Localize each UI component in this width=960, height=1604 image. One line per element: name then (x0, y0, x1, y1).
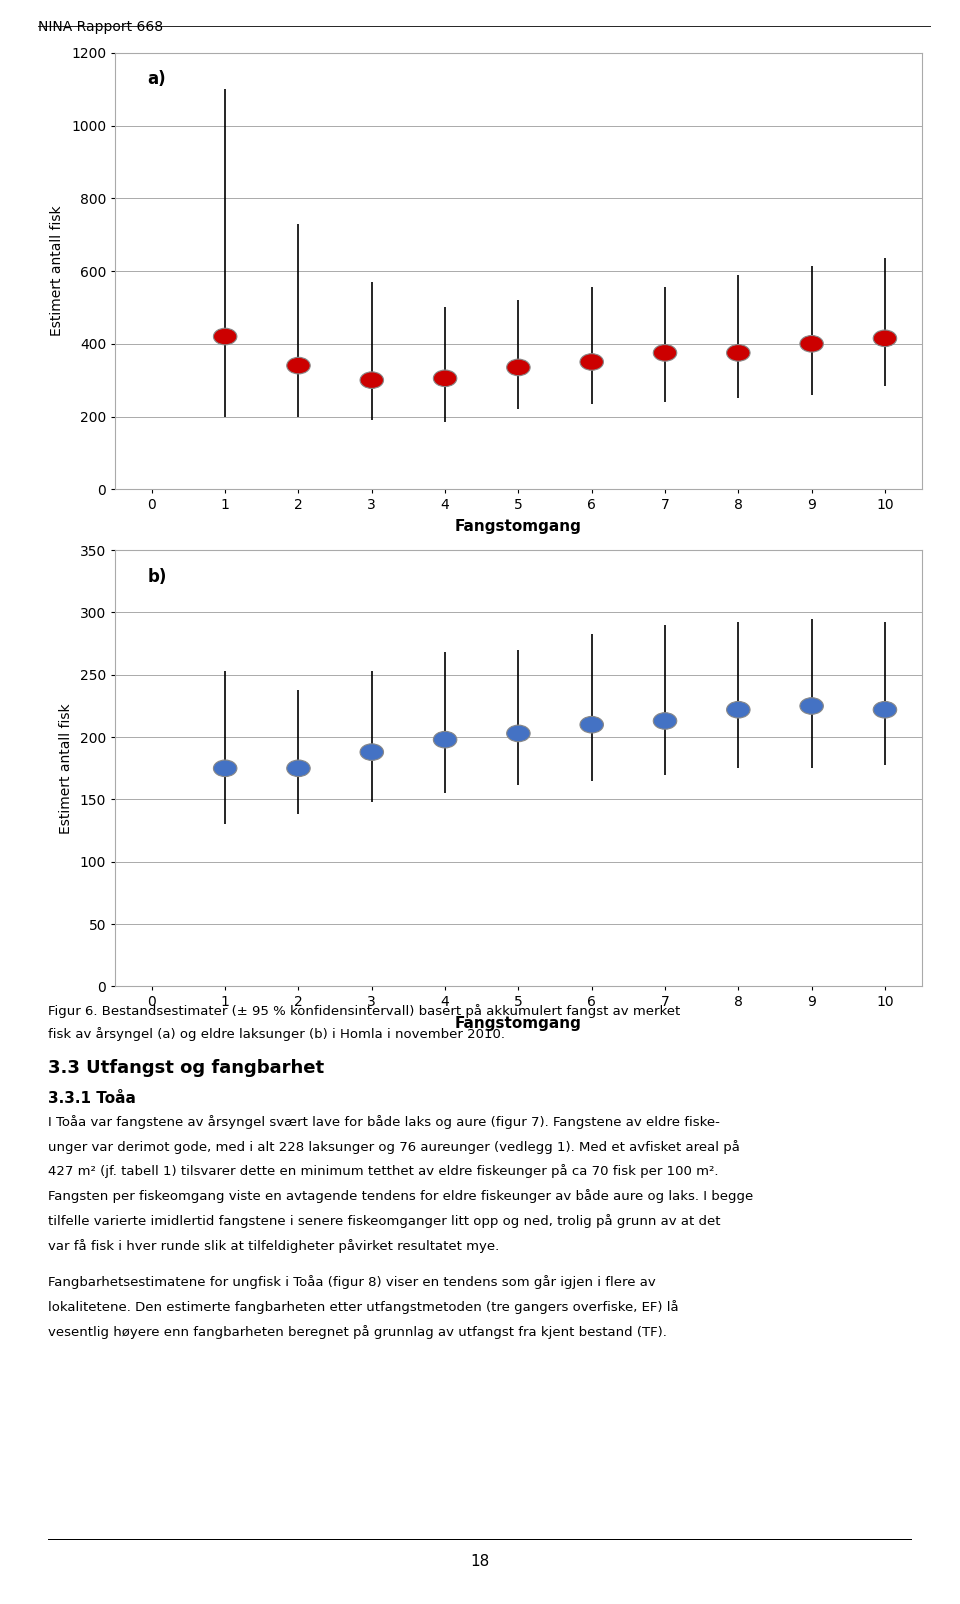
Ellipse shape (287, 358, 310, 374)
Ellipse shape (213, 329, 237, 345)
Y-axis label: Estimert antall fisk: Estimert antall fisk (50, 205, 64, 337)
Text: NINA Rapport 668: NINA Rapport 668 (38, 19, 163, 34)
Ellipse shape (433, 731, 457, 747)
Ellipse shape (287, 760, 310, 776)
Text: Figur 6. Bestandsestimater (± 95 % konfidensintervall) basert på akkumulert fang: Figur 6. Bestandsestimater (± 95 % konfi… (48, 1004, 681, 1019)
Text: Fangbarhetsestimatene for ungfisk i Toåa (figur 8) viser en tendens som går igje: Fangbarhetsestimatene for ungfisk i Toåa… (48, 1275, 656, 1290)
Text: Fangsten per fiskeomgang viste en avtagende tendens for eldre fiskeunger av både: Fangsten per fiskeomgang viste en avtage… (48, 1190, 754, 1203)
Ellipse shape (800, 335, 824, 353)
X-axis label: Fangstomgang: Fangstomgang (455, 520, 582, 534)
Text: 427 m² (jf. tabell 1) tilsvarer dette en minimum tetthet av eldre fiskeunger på : 427 m² (jf. tabell 1) tilsvarer dette en… (48, 1165, 718, 1179)
Text: tilfelle varierte imidlertid fangstene i senere fiskeomganger litt opp og ned, t: tilfelle varierte imidlertid fangstene i… (48, 1214, 721, 1229)
Ellipse shape (213, 760, 237, 776)
Text: I Toåa var fangstene av årsyngel svært lave for både laks og aure (figur 7). Fan: I Toåa var fangstene av årsyngel svært l… (48, 1115, 720, 1129)
Text: 18: 18 (470, 1554, 490, 1569)
Text: vesentlig høyere enn fangbarheten beregnet på grunnlag av utfangst fra kjent bes: vesentlig høyere enn fangbarheten beregn… (48, 1325, 667, 1339)
Ellipse shape (507, 725, 530, 741)
Text: fisk av årsyngel (a) og eldre laksunger (b) i Homla i november 2010.: fisk av årsyngel (a) og eldre laksunger … (48, 1027, 505, 1041)
Y-axis label: Estimert antall fisk: Estimert antall fisk (59, 703, 73, 834)
Text: 3.3 Utfangst og fangbarhet: 3.3 Utfangst og fangbarhet (48, 1059, 324, 1076)
Text: a): a) (148, 71, 166, 88)
Ellipse shape (580, 717, 604, 733)
X-axis label: Fangstomgang: Fangstomgang (455, 1017, 582, 1031)
Text: lokalitetene. Den estimerte fangbarheten etter utfangstmetoden (tre gangers over: lokalitetene. Den estimerte fangbarheten… (48, 1299, 679, 1314)
Ellipse shape (654, 345, 677, 361)
Ellipse shape (874, 330, 897, 346)
Ellipse shape (580, 353, 604, 371)
Ellipse shape (654, 712, 677, 730)
Text: 3.3.1 Toåa: 3.3.1 Toåa (48, 1091, 136, 1105)
Ellipse shape (360, 372, 383, 388)
Ellipse shape (874, 701, 897, 719)
Text: var få fisk i hver runde slik at tilfeldigheter påvirket resultatet mye.: var få fisk i hver runde slik at tilfeld… (48, 1238, 499, 1253)
Text: unger var derimot gode, med i alt 228 laksunger og 76 aureunger (vedlegg 1). Med: unger var derimot gode, med i alt 228 la… (48, 1139, 740, 1153)
Ellipse shape (360, 744, 383, 760)
Ellipse shape (727, 345, 750, 361)
Ellipse shape (507, 359, 530, 375)
Text: b): b) (148, 568, 167, 585)
Ellipse shape (433, 371, 457, 387)
Ellipse shape (800, 698, 824, 714)
Ellipse shape (727, 701, 750, 719)
